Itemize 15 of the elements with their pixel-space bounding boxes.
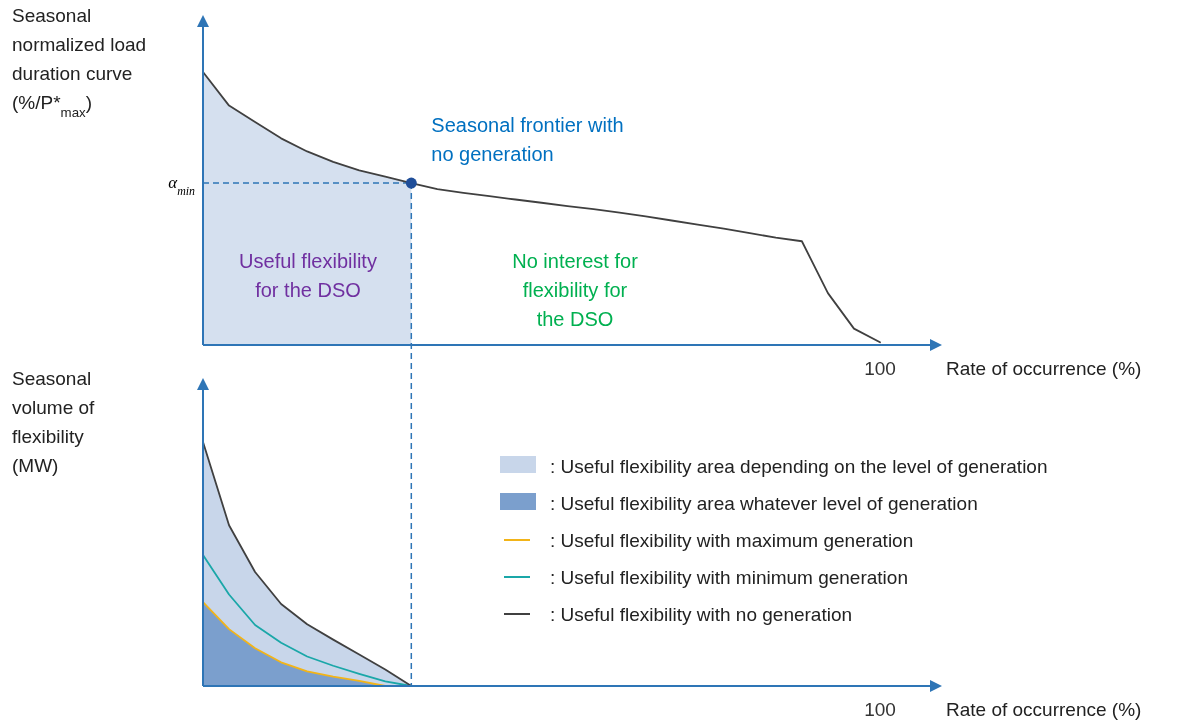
y-axis-title: Seasonal normalized load duration curve (%/P*$_{max}$) [12, 5, 147, 120]
x-axis-title: Rate of occurrence (%) [946, 358, 1142, 379]
text: 100 [864, 358, 896, 379]
annotation: : Useful flexibility area whatever level of generation [550, 493, 978, 514]
annotation: No interest for flexibility for the DSO [512, 250, 639, 330]
annotation: Useful flexibility for the DSO [239, 250, 377, 301]
annotation: Seasonal frontier with no generation [431, 114, 624, 166]
ref-line-label: α$_{min}$ [168, 173, 196, 199]
y-axis-title: Seasonal volume of flexibility (MW) [12, 368, 96, 476]
text: 100 [864, 699, 896, 720]
annotation: : Useful flexibility area depending on the level of generation [550, 456, 1048, 477]
legend-label: : Useful flexibility with no generation [550, 604, 853, 625]
legend-label: : Useful flexibility with minimum generation [550, 567, 908, 588]
legend-label: : Useful flexibility with maximum generation [550, 530, 914, 551]
x-axis-title: Rate of occurrence (%) [946, 699, 1142, 720]
